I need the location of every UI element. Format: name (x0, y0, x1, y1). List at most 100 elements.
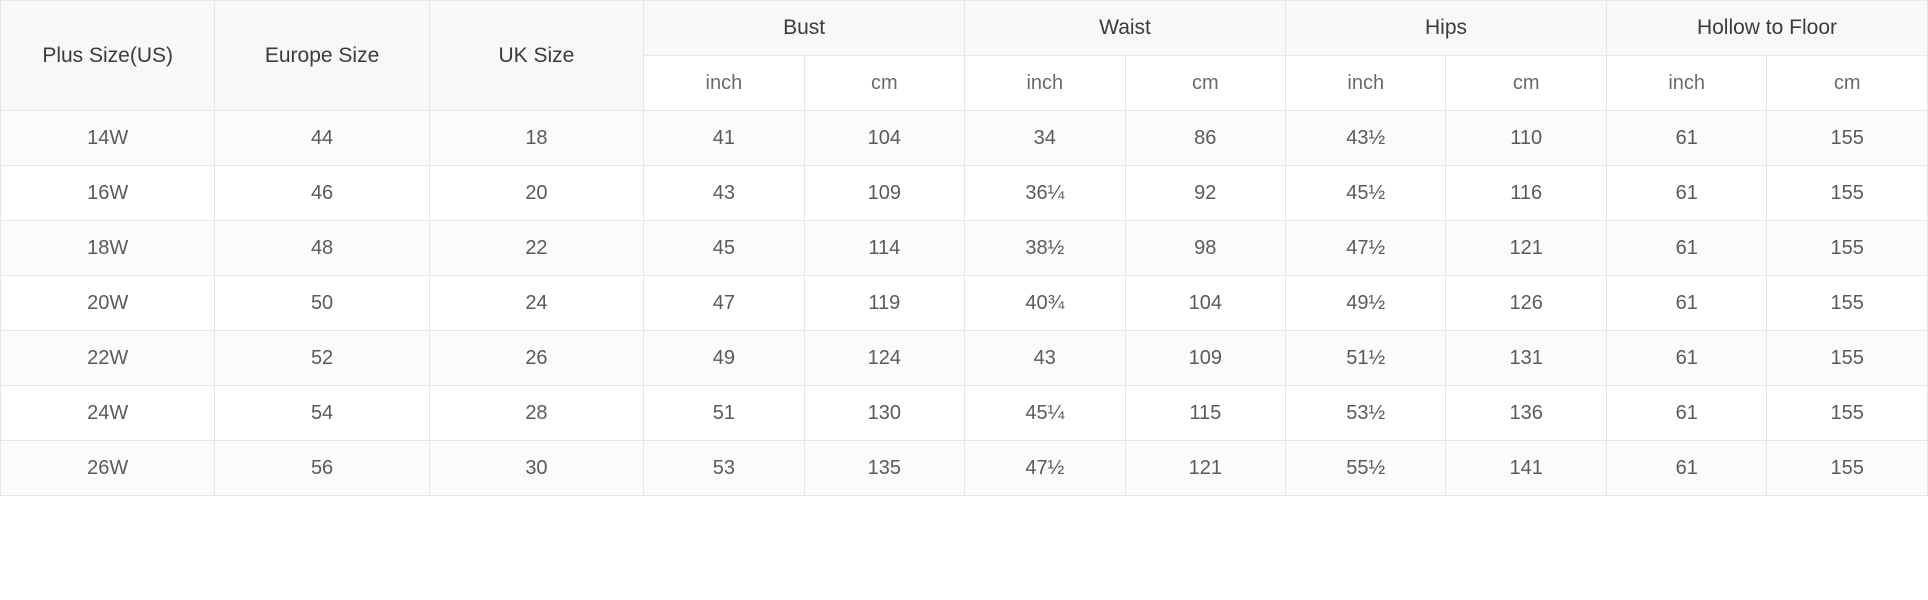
cell-hollow_in: 61 (1606, 166, 1766, 221)
cell-bust_cm: 104 (804, 111, 964, 166)
cell-hollow_in: 61 (1606, 386, 1766, 441)
cell-uk: 24 (429, 276, 643, 331)
unit-hips-inch: inch (1286, 56, 1446, 111)
cell-hips_in: 49½ (1286, 276, 1446, 331)
size-chart-table: Plus Size(US) Europe Size UK Size Bust W… (0, 0, 1928, 496)
cell-europe: 52 (215, 331, 429, 386)
header-row: Plus Size(US) Europe Size UK Size Bust W… (1, 1, 1928, 56)
cell-waist_cm: 86 (1125, 111, 1285, 166)
cell-europe: 48 (215, 221, 429, 276)
cell-waist_cm: 92 (1125, 166, 1285, 221)
cell-hollow_cm: 155 (1767, 111, 1928, 166)
cell-waist_cm: 121 (1125, 441, 1285, 496)
cell-waist_cm: 104 (1125, 276, 1285, 331)
cell-europe: 46 (215, 166, 429, 221)
cell-uk: 30 (429, 441, 643, 496)
cell-hollow_in: 61 (1606, 331, 1766, 386)
unit-waist-cm: cm (1125, 56, 1285, 111)
cell-plus_us: 24W (1, 386, 215, 441)
cell-plus_us: 26W (1, 441, 215, 496)
cell-hips_cm: 141 (1446, 441, 1606, 496)
unit-bust-cm: cm (804, 56, 964, 111)
cell-waist_cm: 115 (1125, 386, 1285, 441)
cell-bust_cm: 135 (804, 441, 964, 496)
cell-hollow_cm: 155 (1767, 276, 1928, 331)
cell-hips_cm: 121 (1446, 221, 1606, 276)
cell-waist_in: 34 (965, 111, 1125, 166)
cell-hollow_cm: 155 (1767, 221, 1928, 276)
cell-plus_us: 18W (1, 221, 215, 276)
cell-hips_cm: 136 (1446, 386, 1606, 441)
cell-hollow_in: 61 (1606, 276, 1766, 331)
cell-hips_in: 45½ (1286, 166, 1446, 221)
cell-plus_us: 22W (1, 331, 215, 386)
cell-bust_in: 49 (644, 331, 804, 386)
cell-waist_in: 47½ (965, 441, 1125, 496)
cell-bust_cm: 119 (804, 276, 964, 331)
cell-uk: 22 (429, 221, 643, 276)
cell-waist_in: 43 (965, 331, 1125, 386)
cell-bust_cm: 114 (804, 221, 964, 276)
size-chart-body: 14W441841104348643½1106115516W4620431093… (1, 111, 1928, 496)
cell-hips_cm: 126 (1446, 276, 1606, 331)
cell-europe: 54 (215, 386, 429, 441)
cell-bust_in: 51 (644, 386, 804, 441)
unit-hollow-inch: inch (1606, 56, 1766, 111)
unit-bust-inch: inch (644, 56, 804, 111)
table-row: 26W56305313547½12155½14161155 (1, 441, 1928, 496)
cell-waist_in: 45¼ (965, 386, 1125, 441)
cell-hips_in: 47½ (1286, 221, 1446, 276)
cell-hips_in: 55½ (1286, 441, 1446, 496)
cell-hips_in: 53½ (1286, 386, 1446, 441)
cell-hips_cm: 110 (1446, 111, 1606, 166)
cell-hollow_in: 61 (1606, 221, 1766, 276)
cell-uk: 28 (429, 386, 643, 441)
cell-uk: 18 (429, 111, 643, 166)
cell-plus_us: 20W (1, 276, 215, 331)
table-row: 20W50244711940¾10449½12661155 (1, 276, 1928, 331)
cell-hollow_cm: 155 (1767, 166, 1928, 221)
cell-waist_cm: 109 (1125, 331, 1285, 386)
unit-hollow-cm: cm (1767, 56, 1928, 111)
cell-hips_in: 43½ (1286, 111, 1446, 166)
col-hips: Hips (1286, 1, 1607, 56)
cell-hollow_cm: 155 (1767, 331, 1928, 386)
table-row: 14W441841104348643½11061155 (1, 111, 1928, 166)
cell-bust_in: 43 (644, 166, 804, 221)
table-row: 24W54285113045¼11553½13661155 (1, 386, 1928, 441)
cell-bust_in: 47 (644, 276, 804, 331)
table-row: 22W5226491244310951½13161155 (1, 331, 1928, 386)
cell-waist_in: 36¼ (965, 166, 1125, 221)
cell-hollow_cm: 155 (1767, 386, 1928, 441)
unit-waist-inch: inch (965, 56, 1125, 111)
cell-plus_us: 14W (1, 111, 215, 166)
cell-waist_cm: 98 (1125, 221, 1285, 276)
table-row: 18W48224511438½9847½12161155 (1, 221, 1928, 276)
cell-hips_in: 51½ (1286, 331, 1446, 386)
cell-bust_in: 41 (644, 111, 804, 166)
cell-europe: 56 (215, 441, 429, 496)
cell-hollow_in: 61 (1606, 111, 1766, 166)
cell-europe: 44 (215, 111, 429, 166)
cell-hollow_cm: 155 (1767, 441, 1928, 496)
col-europe: Europe Size (215, 1, 429, 111)
cell-plus_us: 16W (1, 166, 215, 221)
col-waist: Waist (965, 1, 1286, 56)
cell-uk: 20 (429, 166, 643, 221)
cell-bust_cm: 109 (804, 166, 964, 221)
table-row: 16W46204310936¼9245½11661155 (1, 166, 1928, 221)
cell-bust_in: 45 (644, 221, 804, 276)
col-hollow: Hollow to Floor (1606, 1, 1927, 56)
unit-hips-cm: cm (1446, 56, 1606, 111)
cell-hips_cm: 131 (1446, 331, 1606, 386)
cell-waist_in: 38½ (965, 221, 1125, 276)
cell-bust_cm: 130 (804, 386, 964, 441)
cell-bust_cm: 124 (804, 331, 964, 386)
cell-hips_cm: 116 (1446, 166, 1606, 221)
col-plus-us: Plus Size(US) (1, 1, 215, 111)
cell-europe: 50 (215, 276, 429, 331)
cell-waist_in: 40¾ (965, 276, 1125, 331)
cell-uk: 26 (429, 331, 643, 386)
cell-hollow_in: 61 (1606, 441, 1766, 496)
col-bust: Bust (644, 1, 965, 56)
